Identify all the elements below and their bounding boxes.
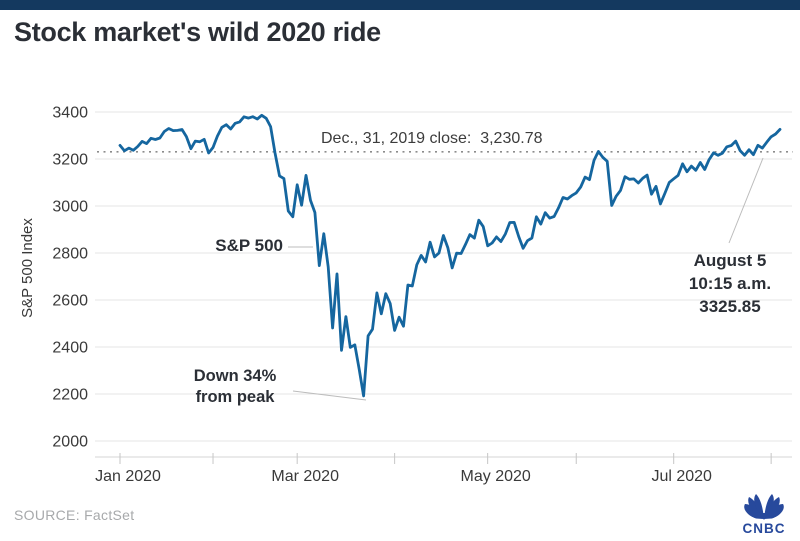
- latest-callout-line: [728, 157, 764, 244]
- callout-lines: [288, 157, 764, 401]
- top-brand-stripe: [0, 0, 800, 10]
- x-tick-label: Jul 2020: [651, 468, 712, 485]
- series-label: S&P 500: [215, 236, 283, 255]
- page-title: Stock market's wild 2020 ride: [14, 17, 381, 47]
- reference-line-label: Dec., 31, 2019 close: 3,230.78: [321, 130, 543, 147]
- y-tick-label-2000: 2000: [52, 434, 88, 451]
- x-tick-label: May 2020: [461, 468, 531, 485]
- gridlines: [95, 111, 792, 442]
- source-attribution: SOURCE: FactSet: [14, 507, 135, 523]
- latest-annotation-date: August 5: [693, 251, 767, 270]
- y-axis-tick-labels: 3400 3200 3000 2800 2600 2400 2200 2000: [52, 105, 88, 451]
- cnbc-peacock-icon: [744, 494, 784, 520]
- y-tick-label-2200: 2200: [52, 387, 88, 404]
- y-tick-label-3400: 3400: [52, 105, 88, 122]
- cnbc-logo: CNBC: [743, 494, 786, 536]
- trough-annotation: Down 34% from peak: [160, 366, 310, 408]
- y-tick-label-3000: 3000: [52, 199, 88, 216]
- trough-annotation-line2: from peak: [195, 388, 275, 406]
- sp500-series-line: [118, 113, 782, 398]
- y-tick-label-2400: 2400: [52, 340, 88, 357]
- x-axis: Jan 2020 Mar 2020 May 2020 Jul 2020: [95, 453, 792, 485]
- x-tick-label: Jan 2020: [95, 468, 161, 485]
- sp500-price-line: [118, 113, 782, 398]
- latest-annotation-value: 3325.85: [699, 297, 761, 316]
- latest-annotation-time: 10:15 a.m.: [688, 274, 772, 293]
- trough-callout-line: [292, 390, 367, 401]
- y-axis-title: S&P 500 Index: [19, 218, 36, 318]
- y-tick-label-2800: 2800: [52, 246, 88, 263]
- trough-annotation-line1: Down 34%: [193, 367, 277, 385]
- cnbc-logo-text: CNBC: [743, 521, 786, 536]
- x-tick-label: Mar 2020: [271, 468, 339, 485]
- latest-point-annotation: August 5 10:15 a.m. 3325.85: [656, 249, 800, 318]
- y-tick-label-3200: 3200: [52, 152, 88, 169]
- y-tick-label-2600: 2600: [52, 293, 88, 310]
